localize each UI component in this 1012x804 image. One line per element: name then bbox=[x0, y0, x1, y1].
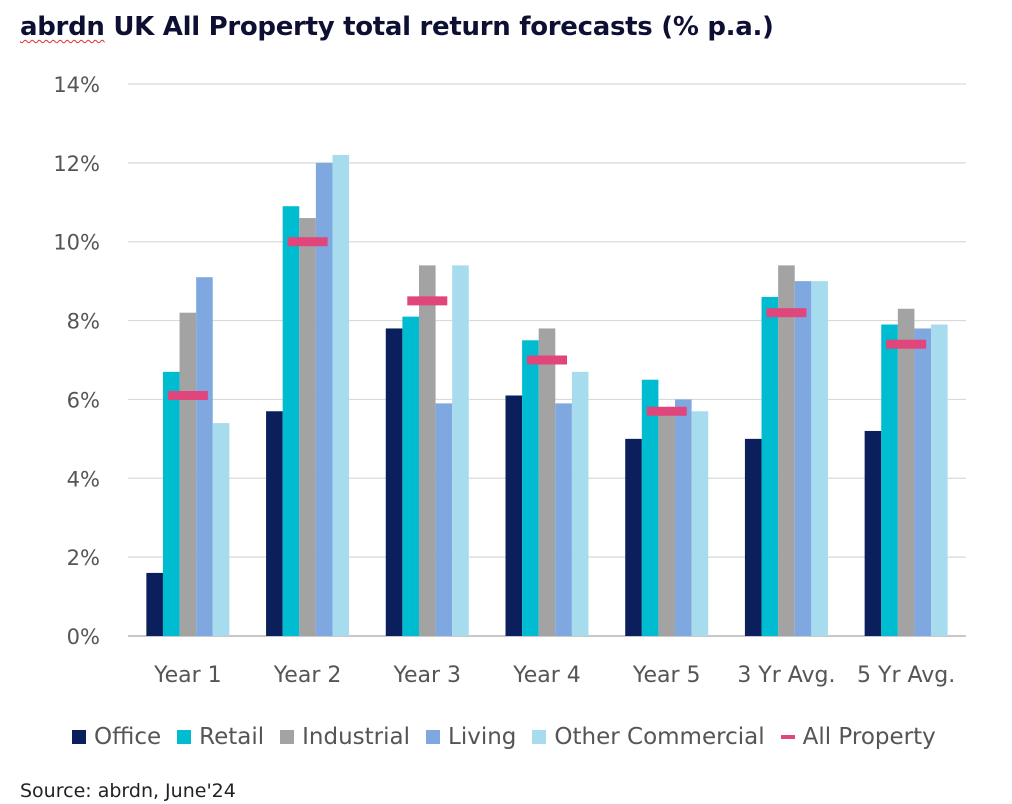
y-tick-label: 2% bbox=[67, 546, 100, 570]
x-category-label: 5 Yr Avg. bbox=[857, 663, 955, 688]
bar-chart: 0% 2% 4% 6% 8% 10% 12% 14% Year 1 Year 2 Year 3 Yea… bbox=[53, 73, 966, 688]
legend-label: Living bbox=[448, 724, 517, 750]
y-tick-label: 12% bbox=[53, 152, 100, 176]
legend-item: Retail bbox=[177, 724, 264, 750]
all-property-marker bbox=[886, 339, 927, 349]
y-tick-label: 6% bbox=[67, 388, 100, 412]
all-property-marker bbox=[287, 237, 328, 247]
bar-living bbox=[196, 277, 213, 636]
bar-office bbox=[146, 572, 163, 636]
bar-retail bbox=[162, 371, 180, 636]
all-property-marker bbox=[167, 390, 208, 400]
legend-item: Living bbox=[426, 724, 516, 750]
x-category-label: Year 5 bbox=[632, 663, 701, 688]
legend-swatch bbox=[426, 730, 441, 744]
legend: Office Retail Industrial Living Other Commer… bbox=[72, 724, 952, 750]
bar-retail bbox=[761, 296, 779, 636]
bar-office bbox=[505, 395, 523, 636]
all-property-marker bbox=[527, 355, 567, 365]
legend-swatch bbox=[280, 730, 295, 744]
bars bbox=[146, 154, 948, 637]
legend-item: Industrial bbox=[280, 724, 410, 750]
x-category-label: Year 3 bbox=[392, 663, 461, 688]
bar-office bbox=[266, 411, 283, 636]
legend-swatch bbox=[532, 730, 547, 744]
bar-retail bbox=[522, 340, 539, 636]
bar-office bbox=[744, 438, 762, 636]
bar-living bbox=[675, 399, 692, 636]
bar-other-commercial bbox=[571, 371, 589, 636]
bar-living bbox=[435, 403, 453, 636]
bar-other-commercial bbox=[811, 281, 828, 636]
axis-labels: 0% 2% 4% 6% 8% 10% 12% 14% Year 1 Year 2 Year 3 Yea… bbox=[53, 73, 955, 688]
legend-item: Other Commercial bbox=[532, 724, 765, 750]
bar-retail bbox=[641, 379, 659, 636]
bar-living bbox=[555, 403, 572, 636]
legend-label: Other Commercial bbox=[554, 724, 765, 750]
legend-label: Industrial bbox=[302, 724, 411, 750]
bar-other-commercial bbox=[452, 265, 469, 636]
all-property-marker bbox=[766, 308, 807, 318]
all-property-markers bbox=[167, 237, 927, 416]
bar-living bbox=[315, 162, 333, 636]
legend-swatch bbox=[177, 730, 192, 744]
bar-office bbox=[385, 328, 403, 636]
bar-retail bbox=[402, 316, 419, 636]
bar-retail bbox=[282, 206, 300, 636]
bar-other-commercial bbox=[691, 411, 709, 636]
y-tick-label: 0% bbox=[67, 625, 100, 649]
bar-office bbox=[864, 430, 882, 636]
bar-other-commercial bbox=[212, 423, 230, 636]
bar-living bbox=[914, 328, 932, 636]
legend-item: Office bbox=[72, 724, 161, 750]
all-property-marker bbox=[407, 296, 448, 306]
bar-industrial bbox=[418, 265, 436, 636]
legend-dash-swatch bbox=[780, 735, 795, 739]
y-tick-label: 10% bbox=[53, 231, 100, 255]
y-tick-label: 8% bbox=[67, 310, 100, 334]
bar-retail bbox=[881, 324, 898, 636]
legend-label: Retail bbox=[199, 724, 265, 750]
bar-office bbox=[625, 438, 642, 636]
bar-industrial bbox=[897, 308, 915, 636]
x-category-label: 3 Yr Avg. bbox=[737, 663, 835, 688]
x-category-label: Year 1 bbox=[153, 663, 222, 688]
source-note: Source: abrdn, June'24 bbox=[20, 780, 236, 802]
y-tick-label: 14% bbox=[53, 73, 100, 97]
bar-industrial bbox=[658, 407, 676, 636]
x-category-label: Year 4 bbox=[512, 663, 581, 688]
x-category-label: Year 2 bbox=[273, 663, 342, 688]
bar-other-commercial bbox=[931, 324, 948, 636]
all-property-marker bbox=[646, 406, 687, 416]
bar-industrial bbox=[778, 265, 795, 636]
title-brand: abrdn bbox=[20, 12, 105, 42]
chart-title: abrdn UK All Property total return forec… bbox=[20, 12, 774, 42]
bar-industrial bbox=[538, 328, 556, 636]
bar-living bbox=[794, 281, 812, 636]
bar-other-commercial bbox=[332, 154, 350, 636]
title-text: UK All Property total return forecasts (… bbox=[104, 12, 774, 42]
legend-swatch bbox=[72, 730, 86, 744]
y-tick-label: 4% bbox=[67, 467, 100, 491]
bar-industrial bbox=[179, 312, 197, 636]
legend-label: Office bbox=[94, 724, 162, 750]
legend-label: All Property bbox=[802, 724, 936, 750]
legend-item: All Property bbox=[780, 724, 936, 750]
bar-industrial bbox=[299, 218, 316, 637]
